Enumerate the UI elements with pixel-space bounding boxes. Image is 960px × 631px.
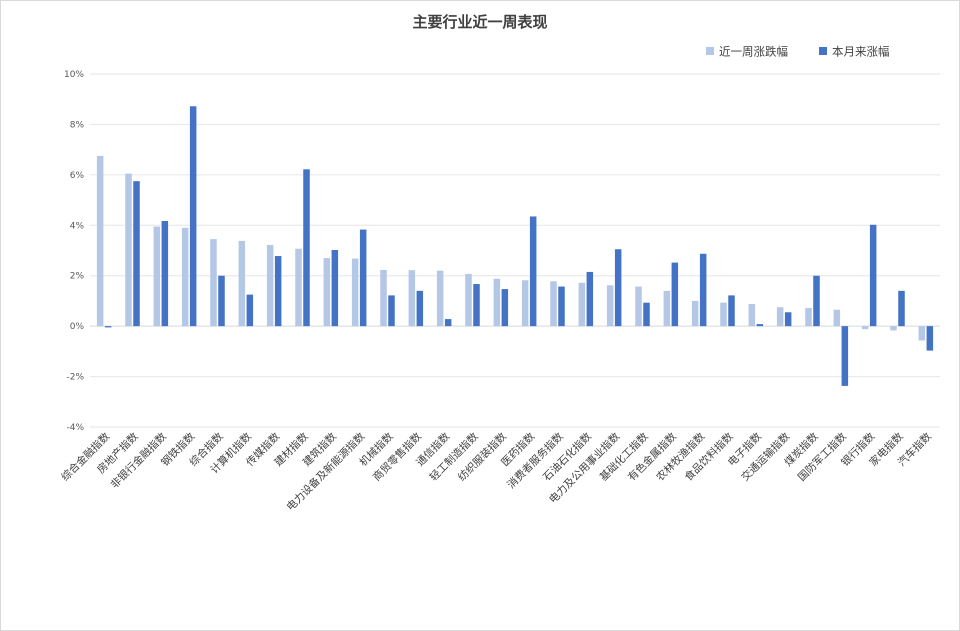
bar-monthly — [529, 216, 537, 327]
bar-monthly — [104, 326, 112, 328]
y-tick-label: 6% — [70, 171, 85, 181]
bar-monthly — [501, 289, 509, 327]
bar-weekly — [295, 248, 302, 327]
bar-monthly — [473, 284, 480, 327]
gridlines — [90, 73, 940, 428]
legend-swatch — [706, 47, 714, 55]
x-tick-label: 交通运输指数 — [739, 430, 793, 484]
bar-monthly — [841, 326, 849, 386]
bar-weekly — [521, 280, 529, 327]
x-tick-label: 有色金属指数 — [625, 430, 679, 484]
bar-weekly — [805, 307, 812, 327]
bar-weekly — [181, 227, 189, 327]
y-tick-label: 8% — [70, 120, 85, 130]
bar-monthly — [898, 290, 905, 327]
bar-monthly — [728, 295, 735, 327]
bar-weekly — [635, 286, 642, 327]
bar-weekly — [323, 258, 331, 327]
bar-monthly — [388, 295, 395, 327]
bar-weekly — [748, 303, 756, 327]
bar-weekly — [720, 302, 727, 327]
bar-monthly — [558, 286, 565, 327]
bar-weekly — [210, 239, 217, 327]
x-axis-labels: 综合金融指数房地产指数非银行金融指数钢铁指数综合指数计算机指数传媒指数建材指数建… — [59, 430, 935, 514]
y-axis-ticks: -4% -2% 0% 2% 4% 6% 8% 10% — [64, 70, 84, 433]
bar-monthly — [643, 302, 650, 327]
chart-title: 主要行业近一周表现 — [412, 13, 547, 31]
x-tick-label: 综合金融指数 — [59, 430, 113, 484]
bar-monthly — [699, 253, 707, 327]
bar-weekly — [351, 258, 359, 327]
bar-weekly — [606, 285, 614, 327]
bar-monthly — [756, 324, 764, 327]
bar-weekly — [96, 155, 104, 327]
y-tick-label: 10% — [64, 70, 84, 80]
bar-monthly — [416, 290, 424, 327]
bar-weekly — [380, 269, 387, 327]
bar-monthly — [189, 106, 197, 327]
x-tick-label: 商贸零售指数 — [370, 430, 424, 484]
bars — [96, 106, 934, 386]
bar-weekly — [918, 326, 926, 341]
bar-weekly — [465, 273, 472, 327]
bar-monthly — [246, 294, 254, 327]
legend-label: 近一周涨跌幅 — [719, 45, 788, 59]
x-tick-label: 基础化工指数 — [597, 430, 651, 484]
bar-weekly — [153, 226, 161, 327]
bar-weekly — [266, 244, 274, 327]
y-tick-label: 4% — [70, 221, 85, 231]
bar-monthly — [161, 220, 169, 327]
x-tick-label: 轻工制造指数 — [427, 430, 481, 484]
bar-weekly — [238, 240, 246, 327]
x-tick-label: 国防军工指数 — [795, 430, 849, 484]
bar-monthly — [869, 224, 877, 327]
bar-weekly — [550, 281, 557, 327]
y-tick-label: -2% — [66, 373, 84, 383]
bar-weekly — [408, 270, 416, 327]
bar-weekly — [436, 270, 444, 327]
legend-label: 本月来涨幅 — [832, 45, 890, 59]
bar-weekly — [833, 309, 841, 327]
bar-monthly — [813, 275, 820, 327]
legend-swatch — [819, 47, 827, 55]
bar-monthly — [926, 326, 934, 351]
bar-weekly — [691, 300, 699, 327]
bar-monthly — [586, 271, 594, 327]
bar-monthly — [303, 169, 310, 327]
bar-weekly — [125, 173, 132, 327]
legend: 近一周涨跌幅 本月来涨幅 — [706, 45, 890, 59]
bar-monthly — [133, 181, 140, 327]
x-tick-label: 食品饮料指数 — [682, 430, 736, 484]
bar-monthly — [784, 312, 792, 327]
bar-weekly — [890, 326, 897, 331]
bar-monthly — [614, 249, 622, 327]
bar-weekly — [493, 278, 501, 327]
x-tick-label: 纺织服装指数 — [455, 430, 509, 484]
bar-weekly — [861, 326, 869, 330]
x-tick-label: 农林牧渔指数 — [654, 430, 708, 484]
bar-weekly — [663, 290, 671, 327]
bar-monthly — [218, 275, 225, 327]
y-tick-label: -4% — [66, 423, 84, 433]
bar-weekly — [776, 307, 784, 327]
bar-weekly — [578, 282, 586, 327]
bar-monthly — [331, 249, 339, 327]
bar-monthly — [444, 319, 452, 327]
y-tick-label: 2% — [70, 272, 85, 282]
bar-monthly — [671, 262, 679, 327]
y-tick-label: 0% — [70, 322, 85, 332]
bar-monthly — [359, 229, 367, 327]
bar-monthly — [274, 256, 282, 327]
x-tick-label: 石油石化指数 — [540, 430, 594, 484]
